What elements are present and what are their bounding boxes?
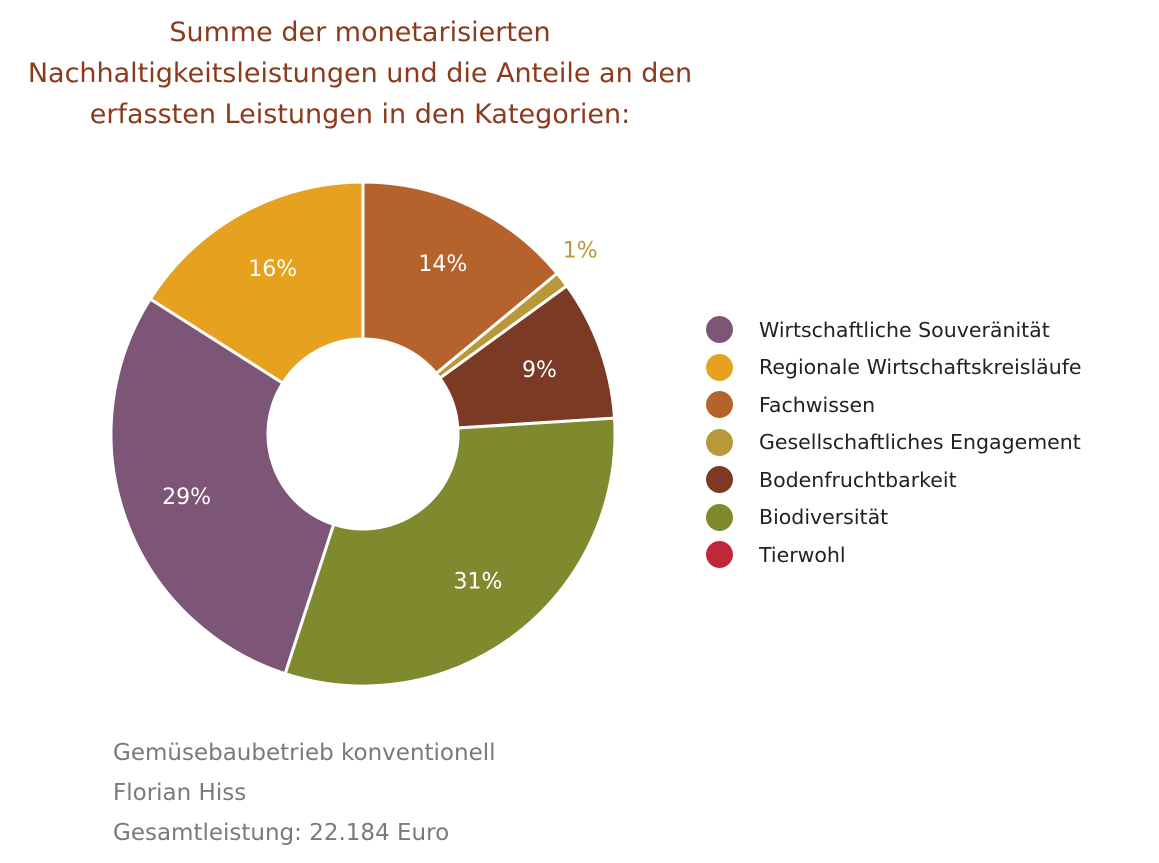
donut-slice-labels: 14% 1% 9% 31% 29% 16% <box>162 239 598 595</box>
chart-title-line-3: erfassten Leistungen in den Kategorien: <box>89 99 631 130</box>
slice-label: 16% <box>248 257 297 282</box>
slice-label: 31% <box>453 570 502 595</box>
legend-item: Gesellschaftliches Engagement <box>706 424 1082 462</box>
legend-swatch-icon <box>706 428 733 456</box>
legend-label: Wirtschaftliche Souveränität <box>759 317 1050 342</box>
legend-label: Gesellschaftliches Engagement <box>759 430 1081 455</box>
chart-legend: Wirtschaftliche Souveränität Regionale W… <box>706 311 1082 574</box>
legend-item: Fachwissen <box>706 386 1082 424</box>
legend-item: Wirtschaftliche Souveränität <box>706 311 1082 349</box>
footer-total: Gesamtleistung: 22.184 Euro <box>113 820 450 846</box>
donut-slice-fachwissen <box>361 180 560 376</box>
legend-item: Biodiversität <box>706 499 1082 537</box>
legend-label: Tierwohl <box>759 542 846 567</box>
legend-label: Biodiversität <box>759 505 889 530</box>
footer-farmer-name: Florian Hiss <box>113 780 247 806</box>
donut-slice-wirtschaftliche-souver-nit-t <box>109 296 336 676</box>
slice-label: 14% <box>418 252 467 277</box>
footer-farm-type: Gemüsebaubetrieb konventionell <box>113 740 496 766</box>
slice-label: 9% <box>522 358 557 383</box>
legend-item: Regionale Wirtschaftskreisläufe <box>706 349 1082 387</box>
donut-slices <box>109 180 617 688</box>
legend-swatch-icon <box>706 316 733 344</box>
legend-swatch-icon <box>706 503 733 531</box>
legend-swatch-icon <box>706 353 733 381</box>
legend-label: Bodenfruchtbarkeit <box>759 467 957 492</box>
legend-swatch-icon <box>706 391 733 419</box>
slice-label: 29% <box>162 485 211 510</box>
legend-swatch-icon <box>706 541 733 569</box>
slice-label: 1% <box>563 239 598 264</box>
legend-label: Fachwissen <box>759 392 876 417</box>
legend-label: Regionale Wirtschaftskreisläufe <box>759 355 1082 380</box>
chart-title-line-2: Nachhaltigkeitsleistungen und die Anteil… <box>27 58 693 89</box>
donut-slice-regionale-wirtschaftskreisl-ufe <box>148 180 365 386</box>
chart-footer: Gemüsebaubetrieb konventionell Florian H… <box>113 733 496 853</box>
legend-item: Bodenfruchtbarkeit <box>706 461 1082 499</box>
chart-title: Summe der monetarisierten Nachhaltigkeit… <box>0 12 720 135</box>
legend-item: Tierwohl <box>706 536 1082 574</box>
legend-swatch-icon <box>706 466 733 494</box>
chart-title-line-1: Summe der monetarisierten <box>169 17 551 48</box>
donut-slice-biodiversit-t <box>283 416 617 688</box>
